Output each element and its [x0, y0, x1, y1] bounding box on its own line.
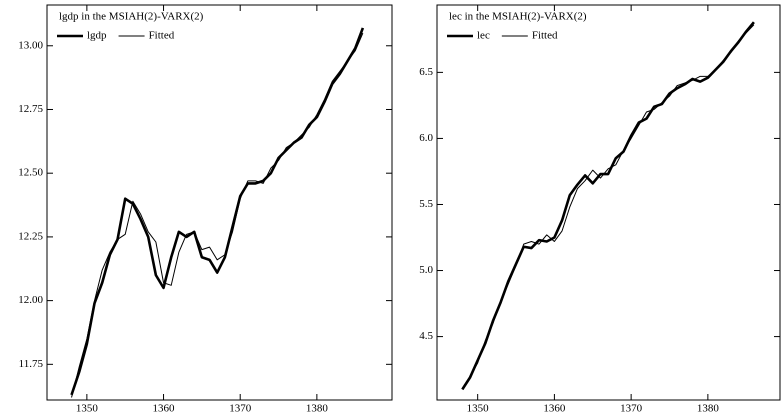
- y-tick-label: 6.5: [419, 66, 433, 78]
- x-tick-label: 1360: [543, 403, 566, 415]
- y-tick-label: 5.5: [419, 198, 433, 210]
- plot-frame: [436, 4, 781, 401]
- y-tick-label: 12.50: [18, 167, 43, 179]
- plot-frame: [46, 4, 393, 401]
- y-tick-label: 5.0: [419, 264, 433, 276]
- data-line: [461, 21, 755, 391]
- legend-label: Fitted: [532, 30, 558, 42]
- x-tick-label: 1370: [620, 403, 643, 415]
- x-tick-label: 1360: [153, 403, 176, 415]
- chart-title: lgdp in the MSIAH(2)-VARX(2): [59, 11, 204, 23]
- y-tick-label: 11.75: [19, 358, 44, 370]
- x-tick-label: 1380: [306, 403, 329, 415]
- x-tick-label: 1350: [76, 403, 99, 415]
- x-tick-label: 1370: [229, 403, 252, 415]
- data-line: [70, 27, 365, 396]
- x-tick-label: 1380: [697, 403, 720, 415]
- data-line: [71, 32, 364, 398]
- panel: 11.75 12.00 12.25 12.50 12.75 13.00 1350 1360 13…: [18, 4, 393, 415]
- x-tick-label: 1350: [467, 403, 490, 415]
- y-tick-label: 12.00: [18, 294, 43, 306]
- y-tick-label: 12.25: [18, 230, 43, 242]
- y-tick-label: 13.00: [18, 39, 43, 51]
- y-tick-label: 12.75: [18, 103, 43, 115]
- chart-title: lec in the MSIAH(2)-VARX(2): [449, 11, 587, 23]
- y-tick-label: 6.0: [419, 132, 433, 144]
- y-tick-label: 4.5: [419, 330, 433, 342]
- legend-label: lec: [477, 30, 490, 42]
- data-line: [461, 24, 755, 389]
- legend-label: Fitted: [149, 30, 175, 42]
- panel: 4.5 5.0 5.5 6.0 6.5 1350 1360 1370 1380 lec in th…: [419, 4, 781, 415]
- legend-label: lgdp: [87, 30, 107, 42]
